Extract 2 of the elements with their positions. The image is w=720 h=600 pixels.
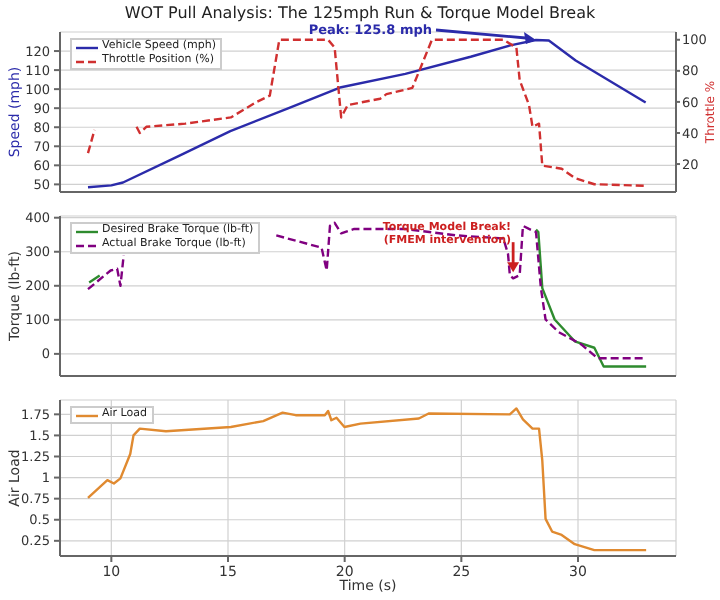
line-series [86,407,648,552]
chart-title: WOT Pull Analysis: The 125mph Run & Torque Model Break [122,4,598,22]
